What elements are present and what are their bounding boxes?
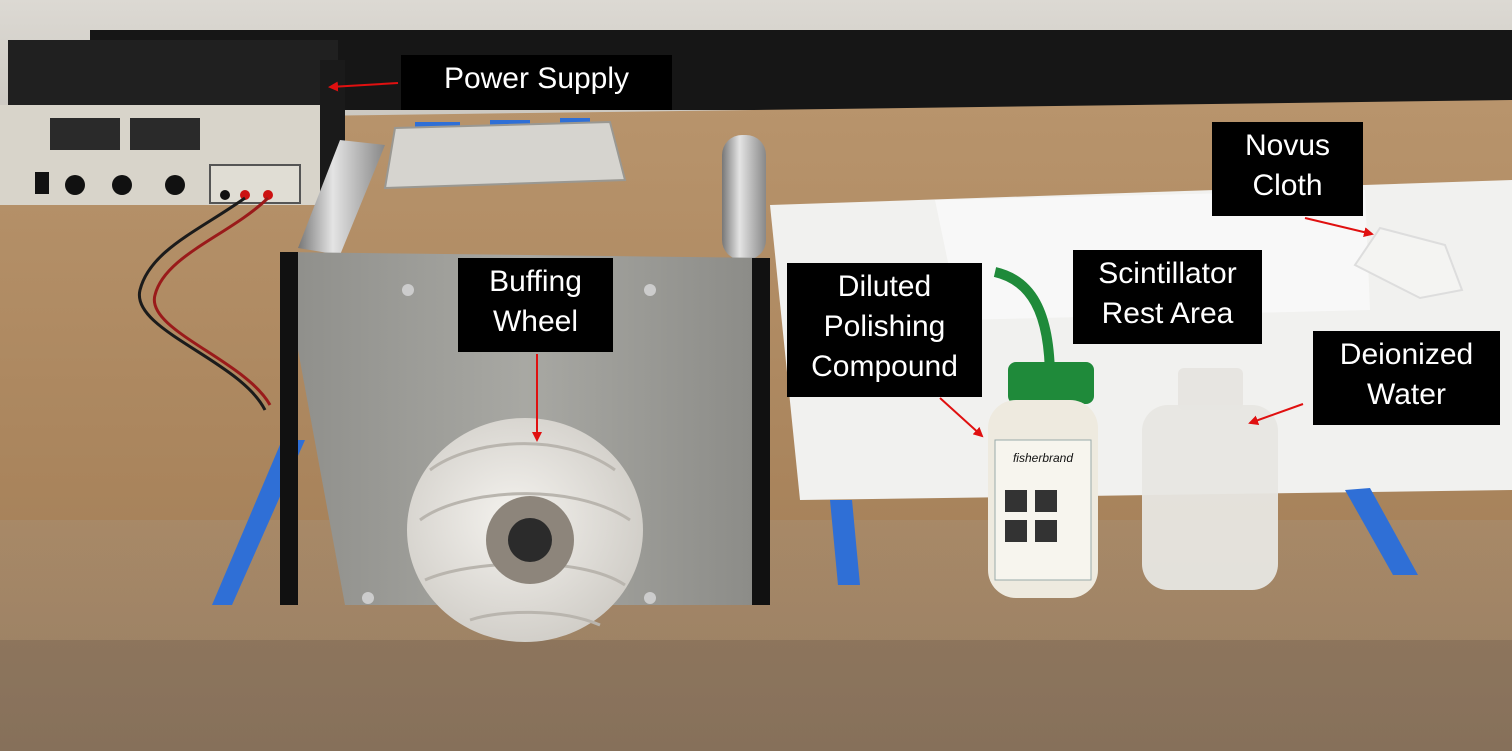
label-polishing-compound: Diluted Polishing Compound	[787, 263, 982, 397]
support-rods	[298, 135, 766, 260]
power-wires	[138, 196, 267, 411]
tape-strip	[1345, 488, 1418, 575]
label-rest-area: Scintillator Rest Area	[1073, 250, 1262, 344]
tape-strip	[830, 500, 860, 585]
deionized-water-bottle	[1142, 368, 1278, 590]
label-deionized-water: Deionized Water	[1313, 331, 1500, 425]
label-novus-cloth: Novus Cloth	[1212, 122, 1363, 216]
power-supply	[0, 40, 345, 205]
label-power-supply: Power Supply	[401, 55, 672, 110]
novus-cloth	[1353, 226, 1464, 300]
aluminum-tray	[383, 120, 627, 190]
bottle-brand-text: fisherbrand	[1013, 451, 1073, 465]
polishing-compound-bottle: fisherbrand	[988, 267, 1098, 598]
label-buffing-wheel: Buffing Wheel	[458, 258, 613, 352]
buffing-wheel	[407, 418, 643, 642]
